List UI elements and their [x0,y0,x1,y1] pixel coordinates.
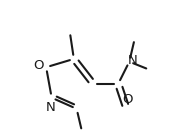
Text: O: O [122,93,132,106]
Text: N: N [128,54,138,67]
Text: O: O [33,59,44,72]
Text: N: N [46,101,56,114]
